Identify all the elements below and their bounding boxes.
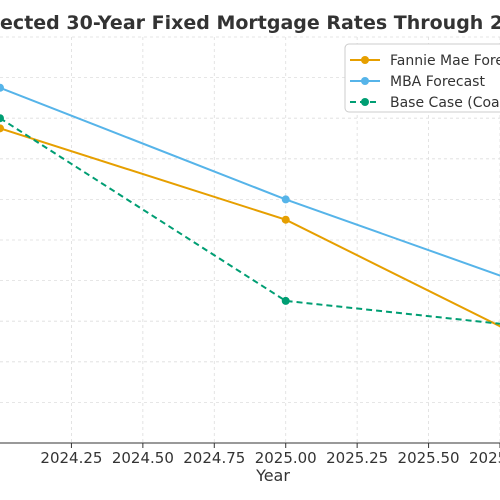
series-lines xyxy=(0,83,500,328)
x-tick-label-3: 2025.00 xyxy=(255,449,317,467)
series-1-point-0 xyxy=(0,83,4,92)
axes xyxy=(0,442,500,448)
legend: Fannie Mae Forecast MBA Forecast Base Case… xyxy=(344,43,500,113)
x-tick-label-1: 2024.50 xyxy=(112,449,174,467)
legend-marker-0 xyxy=(361,56,369,64)
legend-label-0: Fannie Mae Forecast xyxy=(390,53,500,69)
series-2-point-1 xyxy=(281,296,290,305)
x-axis-label: Year xyxy=(255,466,290,485)
legend-label-1: MBA Forecast xyxy=(390,74,485,90)
x-tick-label-5: 2025.50 xyxy=(398,449,460,467)
series-line-0 xyxy=(0,127,500,328)
series-0-point-1 xyxy=(281,215,290,224)
x-tick-labels: 2024.25 2024.50 2024.75 2025.00 2025.25 2025.… xyxy=(40,449,500,467)
series-1-point-1 xyxy=(281,195,290,204)
x-tick-label-6: 2025.75 xyxy=(469,449,500,467)
legend-box xyxy=(344,43,500,113)
x-tick-label-4: 2025.25 xyxy=(326,449,388,467)
series-2-point-0 xyxy=(0,114,4,123)
series-line-2 xyxy=(0,117,500,325)
chart-title: Projected 30-Year Fixed Mortgage Rates T… xyxy=(0,12,500,34)
series-line-1 xyxy=(0,86,500,277)
x-tick-label-0: 2024.25 xyxy=(40,449,102,467)
legend-label-2: Base Case (Coastal) xyxy=(390,95,500,111)
legend-marker-1 xyxy=(361,77,369,85)
legend-marker-2 xyxy=(361,98,369,106)
grid-lines xyxy=(0,36,500,443)
x-tick-label-2: 2024.75 xyxy=(183,449,245,467)
series-0-point-0 xyxy=(0,124,4,133)
